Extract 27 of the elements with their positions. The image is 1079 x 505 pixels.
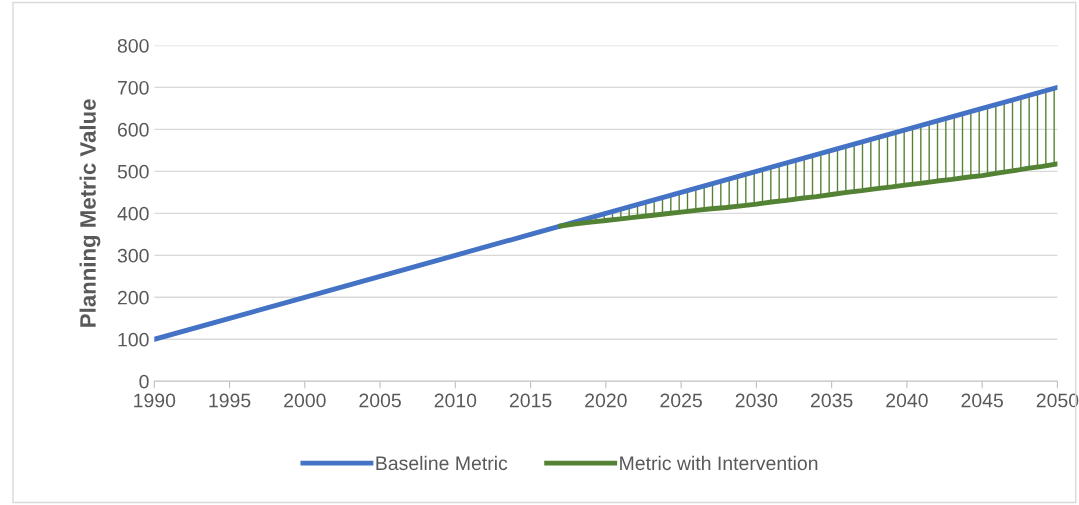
x-tick-label: 2040 bbox=[886, 393, 928, 408]
line-series bbox=[154, 85, 1058, 342]
x-tick-label: 2050 bbox=[1036, 393, 1079, 408]
y-tick-label: 600 bbox=[117, 122, 149, 137]
x-tick-label: 2030 bbox=[735, 393, 778, 408]
y-tick-label: 500 bbox=[117, 164, 149, 179]
y-tick-label: 200 bbox=[117, 290, 149, 305]
legend-label: Baseline Metric bbox=[376, 455, 508, 471]
x-tick-label: 2020 bbox=[585, 393, 627, 408]
x-tick-label: 2000 bbox=[284, 393, 326, 408]
x-tick-label: 2005 bbox=[359, 393, 401, 408]
line-series bbox=[558, 161, 1058, 229]
y-axis-title: Planning Metric Value bbox=[79, 99, 101, 327]
x-tick-label: 2015 bbox=[509, 393, 552, 408]
y-tick-label: 100 bbox=[118, 332, 149, 347]
x-tick-label: 2045 bbox=[961, 393, 1003, 408]
x-tick-label: 2010 bbox=[434, 393, 477, 408]
y-tick-label: 800 bbox=[117, 38, 149, 53]
x-tick-label: 1995 bbox=[209, 393, 251, 408]
x-tick-label: 2035 bbox=[810, 393, 853, 408]
y-tick-label: 700 bbox=[117, 80, 149, 95]
x-tick-label: 1990 bbox=[134, 393, 176, 408]
y-tick-label: 0 bbox=[139, 374, 149, 389]
x-tick-label: 2025 bbox=[660, 393, 702, 408]
legend-label: Metric with Intervention bbox=[620, 455, 818, 471]
y-tick-label: 400 bbox=[117, 206, 149, 221]
y-tick-label: 300 bbox=[117, 248, 149, 263]
